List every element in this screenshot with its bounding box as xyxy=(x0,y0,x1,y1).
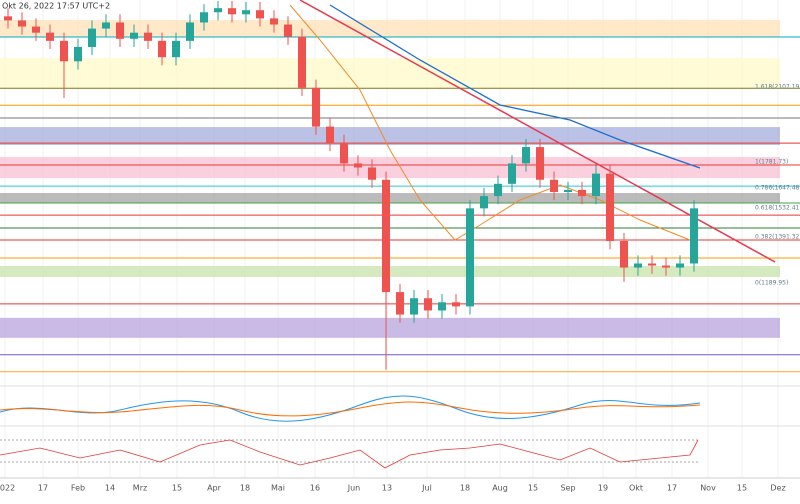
header: Okt 26, 2022 17:57 UTC+2 xyxy=(2,2,110,11)
x-tick-label: Jun xyxy=(347,484,361,493)
x-tick-label: 19 xyxy=(598,484,608,493)
candle-body xyxy=(396,292,404,315)
x-tick-label: Aug xyxy=(492,484,508,493)
x-tick-label: Okt xyxy=(629,484,643,493)
candle-body xyxy=(158,40,166,58)
candle-body xyxy=(368,167,376,180)
x-tick-label: 18 xyxy=(460,484,470,493)
rsi-line xyxy=(0,439,699,469)
x-tick-label: 13 xyxy=(382,484,392,493)
candle-body xyxy=(564,189,572,192)
x-tick-label: 15 xyxy=(172,484,182,493)
x-tick-label: Mrz xyxy=(133,484,147,493)
candle-body xyxy=(606,173,614,242)
candle-body xyxy=(522,147,530,164)
candle-body xyxy=(172,40,180,58)
candle-body xyxy=(186,22,194,41)
candle-body xyxy=(326,126,334,143)
x-tick-label: Mai xyxy=(271,484,285,493)
moving-average-short xyxy=(289,4,691,241)
candle-body xyxy=(32,26,40,33)
candle-body xyxy=(312,87,320,127)
x-tick-label: 2022 xyxy=(0,484,15,493)
candle-body xyxy=(270,18,278,25)
candle-body xyxy=(424,298,432,311)
background-layer xyxy=(0,0,800,478)
candle-body xyxy=(662,265,670,268)
x-tick-label: 17 xyxy=(667,484,677,493)
candle-body xyxy=(228,8,236,15)
price-zone xyxy=(0,127,780,146)
candle-body xyxy=(88,28,96,47)
candle-body xyxy=(648,263,656,266)
candle-body xyxy=(634,263,642,268)
candle-body xyxy=(74,46,82,62)
candle-body xyxy=(340,142,348,164)
signal-line xyxy=(0,401,701,417)
candle-body xyxy=(690,208,698,264)
x-tick-label: Feb xyxy=(71,484,85,493)
x-tick-label: Sep xyxy=(560,484,575,493)
candle-body xyxy=(4,16,12,21)
candle-body xyxy=(438,302,446,311)
fib-label: 0.786(1647.48) xyxy=(755,185,800,192)
moving-average-long xyxy=(329,4,701,169)
candle-body xyxy=(536,147,544,180)
price-zone xyxy=(0,20,780,37)
fib-label: 0.618(1532.41) xyxy=(755,205,800,212)
x-tick-label: Apr xyxy=(207,484,222,493)
candle-body xyxy=(256,10,264,19)
candle-body xyxy=(214,8,222,13)
candle-body xyxy=(480,196,488,209)
price-zone xyxy=(0,157,780,179)
x-tick-label: Nov xyxy=(700,484,716,493)
candle-body xyxy=(46,32,54,41)
x-tick-label: 17 xyxy=(38,484,48,493)
x-tick-label: 14 xyxy=(105,484,115,493)
candle-body xyxy=(102,22,110,29)
candle-body xyxy=(354,163,362,168)
candle-body xyxy=(410,298,418,315)
price-zone xyxy=(0,58,780,89)
candle-body xyxy=(130,32,138,39)
candle-body xyxy=(466,208,474,307)
x-tick-label: 15 xyxy=(528,484,538,493)
candle-body xyxy=(144,32,152,41)
candle-body xyxy=(592,173,600,197)
candle-body xyxy=(60,40,68,62)
candle-body xyxy=(200,12,208,23)
candle-body xyxy=(676,263,684,268)
x-tick-label: Jul xyxy=(421,484,432,493)
x-tick-label: Dez xyxy=(770,484,785,493)
candle-body xyxy=(382,179,390,293)
price-zone xyxy=(0,317,780,338)
candle-body xyxy=(116,22,124,39)
candle-body xyxy=(452,302,460,307)
candle-body xyxy=(578,189,586,197)
fib-label: 1(1781.73) xyxy=(755,159,788,166)
candle-body xyxy=(550,179,558,192)
fib-label: 0(1189.95) xyxy=(755,280,788,287)
x-tick-label: 18 xyxy=(240,484,250,493)
candle-body xyxy=(494,183,502,197)
candle-body xyxy=(298,36,306,88)
candle-body xyxy=(242,10,250,15)
x-tick-label: 15 xyxy=(737,484,747,493)
candle-body xyxy=(284,24,292,37)
x-tick-label: 16 xyxy=(310,484,320,493)
candle-body xyxy=(18,20,26,27)
candle-body xyxy=(620,241,628,268)
candle-body xyxy=(508,163,516,184)
fib-label: 1.618(2107.19) xyxy=(755,84,800,91)
fib-label: 0.382(1391.32) xyxy=(755,234,800,241)
macd-line xyxy=(0,395,701,422)
